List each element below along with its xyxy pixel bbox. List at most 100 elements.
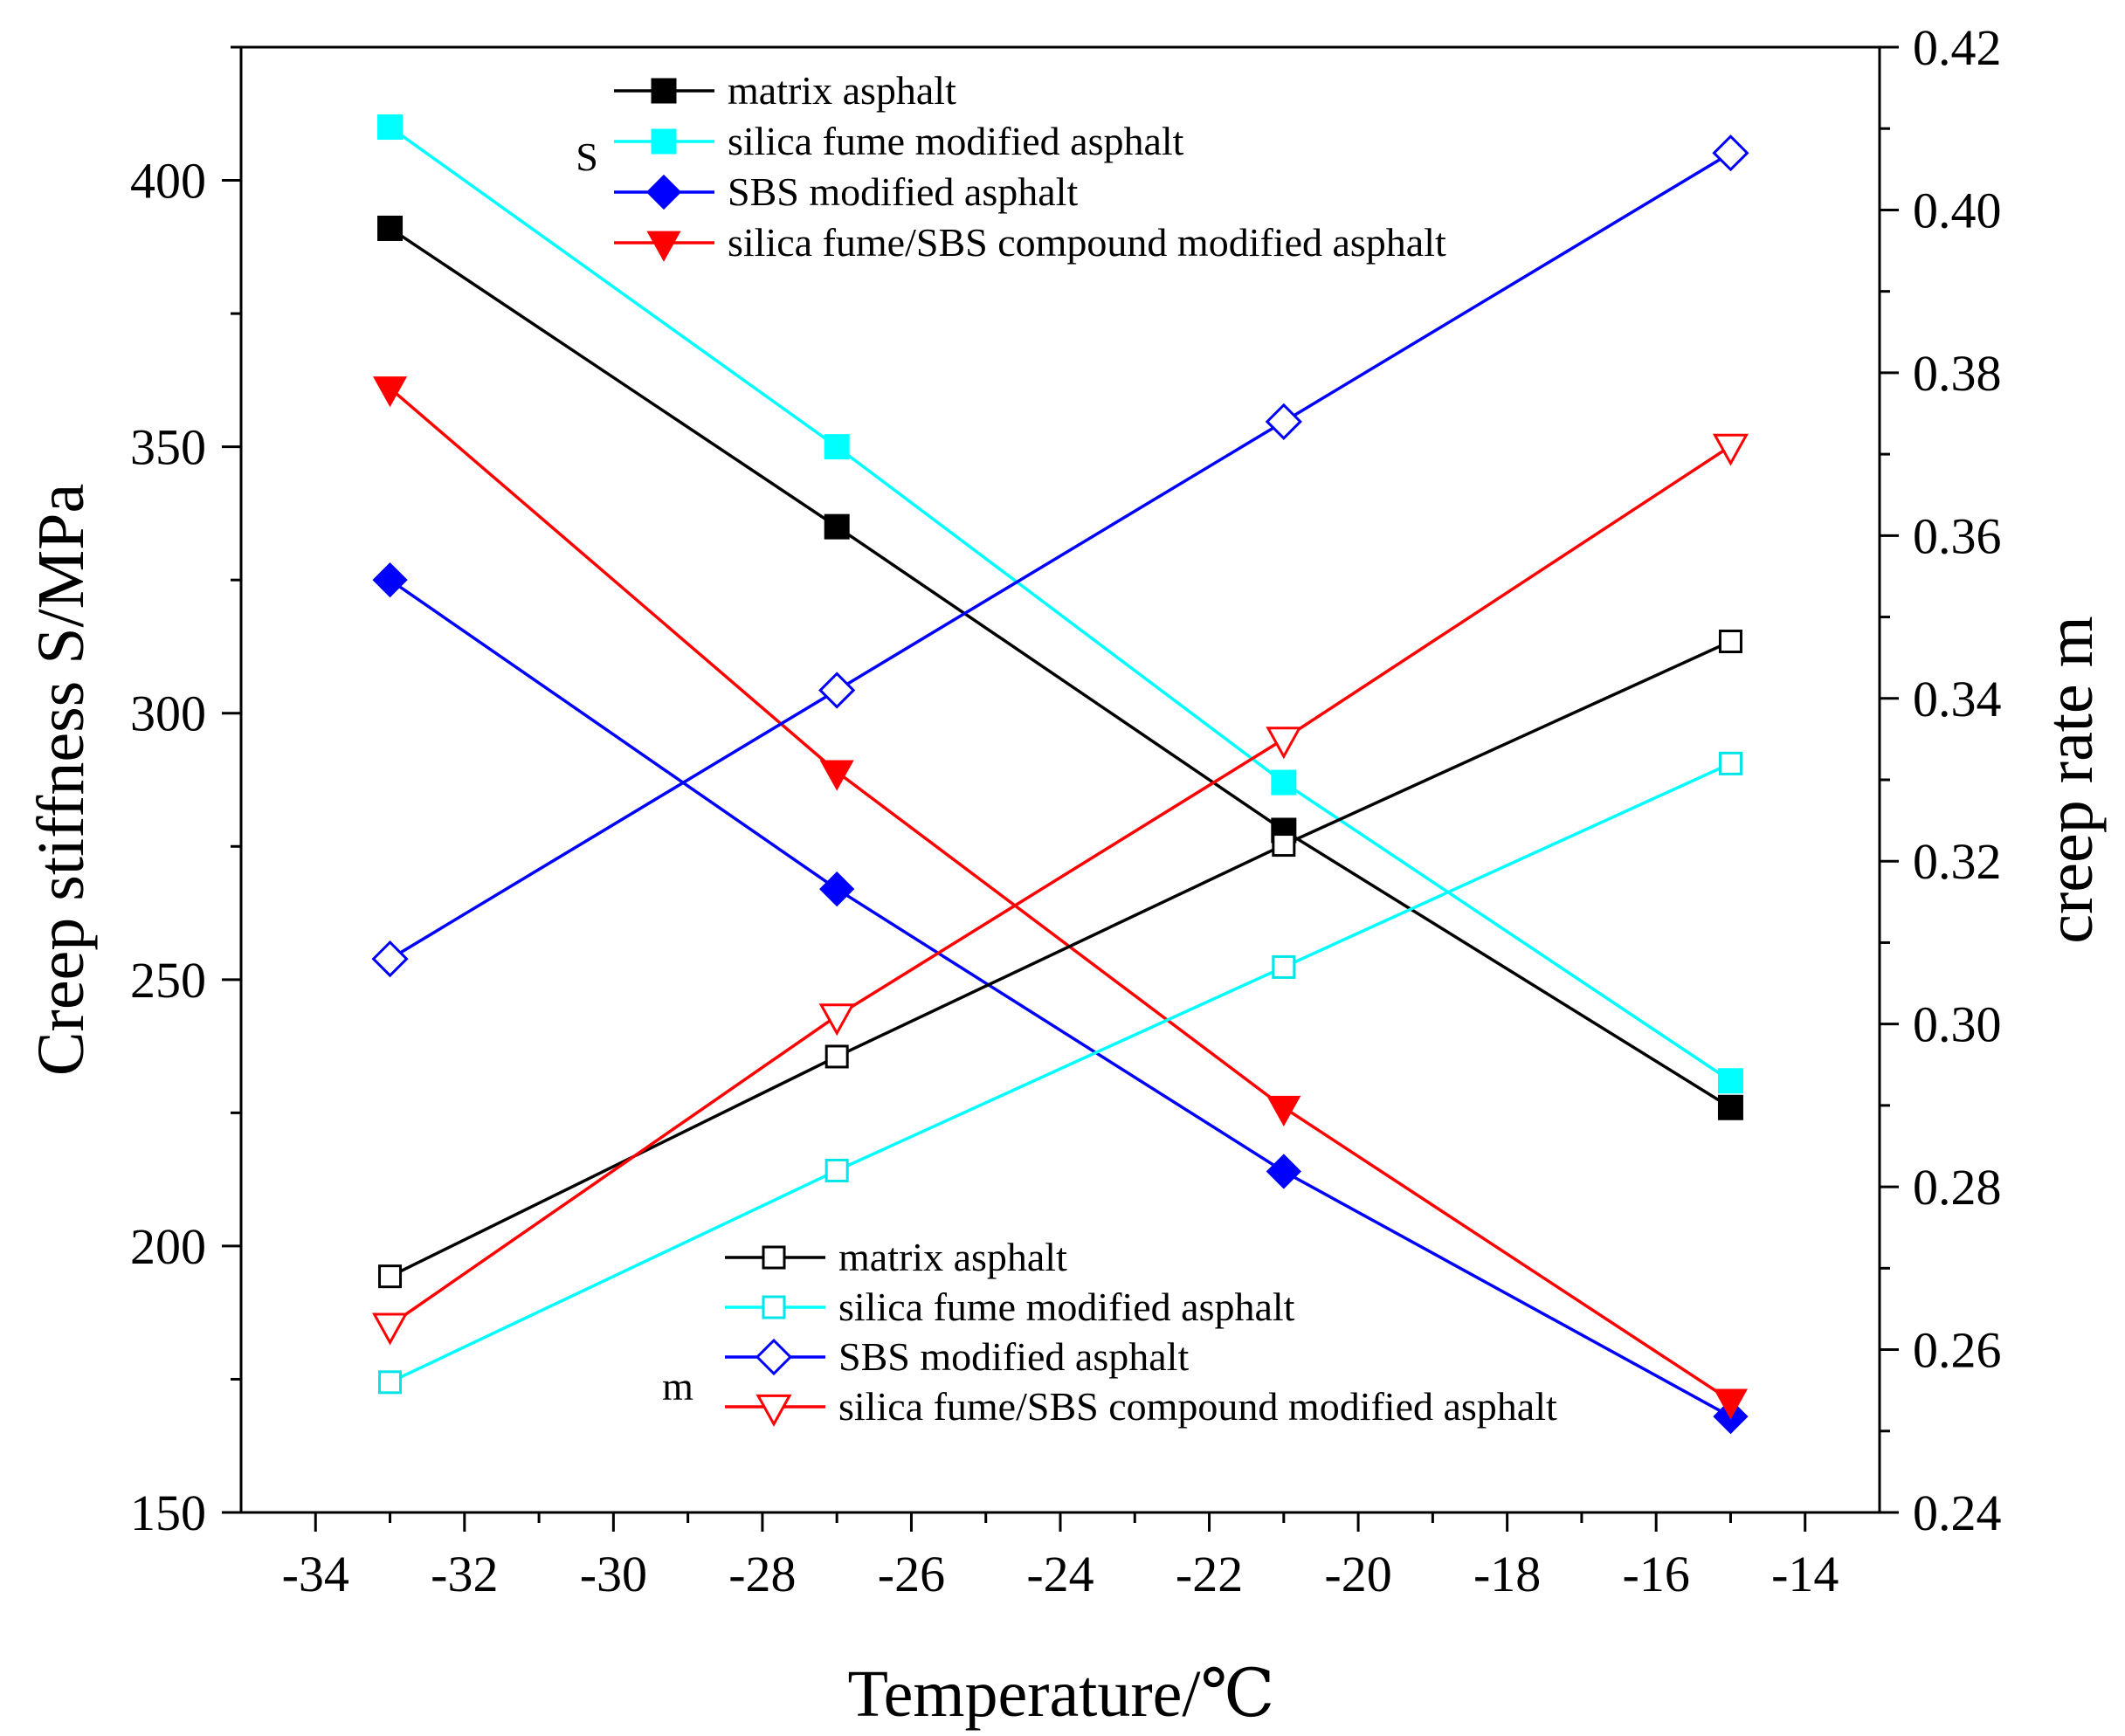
data-point	[824, 1158, 849, 1182]
legend-marker	[645, 174, 682, 210]
x-tick-label: -16	[1623, 1546, 1690, 1602]
legend-label: SBS modified asphalt	[728, 169, 1078, 214]
data-point	[1265, 403, 1302, 440]
legend-item: silica fume/SBS compound modified asphal…	[725, 1384, 1557, 1429]
series-S-1	[377, 114, 1743, 1094]
x-tick-label: -14	[1771, 1546, 1839, 1602]
y-right-tick-label: 0.28	[1913, 1159, 2002, 1216]
y-right-tick-label: 0.30	[1913, 996, 2002, 1053]
y-right-tick-label: 0.38	[1913, 345, 2002, 402]
legend-label: silica fume/SBS compound modified asphal…	[838, 1384, 1557, 1429]
legend-label: SBS modified asphalt	[838, 1334, 1189, 1379]
data-point	[818, 672, 856, 709]
data-point	[1266, 727, 1302, 760]
x-tick-label: -34	[282, 1546, 349, 1602]
legend-label: silica fume modified asphalt	[728, 119, 1184, 163]
data-point	[1713, 1388, 1749, 1420]
series-line	[389, 578, 1732, 1418]
series-line	[389, 151, 1732, 961]
legend-marker	[762, 1295, 786, 1319]
legend-label: silica fume/SBS compound modified asphal…	[728, 220, 1446, 265]
data-point	[819, 871, 855, 907]
data-point	[1272, 954, 1296, 979]
series-line	[389, 761, 1732, 1384]
legend-m: matrix asphalt silica fume modified aspha…	[725, 1235, 1557, 1429]
legend-marker	[762, 1245, 786, 1270]
y-left-tick-label: 150	[130, 1485, 206, 1541]
data-point	[1271, 769, 1297, 796]
legend-item: SBS modified asphalt	[614, 169, 1078, 214]
legend-marker	[651, 128, 677, 155]
series-line	[389, 387, 1732, 1402]
series-m-5	[378, 751, 1742, 1395]
y-left-tick-label: 300	[130, 685, 206, 742]
data-point	[1272, 833, 1296, 858]
data-point	[372, 562, 408, 598]
data-point	[824, 513, 850, 540]
data-point	[1712, 433, 1749, 466]
y-left-tick-label: 350	[130, 419, 206, 476]
legend-label: matrix asphalt	[838, 1235, 1067, 1279]
data-point	[824, 1044, 849, 1069]
series-line	[389, 444, 1732, 1327]
y-left-tick-label: 400	[130, 153, 206, 210]
x-tick-label: -26	[878, 1546, 945, 1602]
data-point	[1718, 630, 1742, 654]
legend-S: matrix asphalt silica fume modified aspha…	[614, 68, 1446, 265]
series-m-6	[371, 134, 1749, 978]
y-right-tick-label: 0.40	[1913, 182, 2002, 238]
data-point	[1718, 751, 1742, 775]
legend-marker	[646, 231, 681, 262]
y-right-tick-label: 0.24	[1913, 1485, 2002, 1541]
legend-item: silica fume modified asphalt	[725, 1285, 1295, 1329]
series-m-4	[378, 630, 1742, 1289]
data-point	[378, 1264, 403, 1289]
series-line	[389, 126, 1732, 1083]
legend-marker	[755, 1394, 792, 1427]
data-point	[1266, 1095, 1301, 1127]
x-tick-label: -22	[1176, 1546, 1243, 1602]
data-point	[371, 940, 409, 978]
data-point	[377, 215, 404, 241]
legend-item: matrix asphalt	[725, 1235, 1067, 1279]
y-right-tick-label: 0.36	[1913, 507, 2002, 564]
legend-marker	[651, 78, 677, 104]
legend-label: matrix asphalt	[728, 68, 956, 113]
series-line	[389, 639, 1732, 1278]
series-line	[389, 227, 1732, 1109]
legend-marker	[755, 1338, 793, 1376]
legend-S-tag: S	[576, 134, 598, 179]
x-tick-label: -24	[1026, 1546, 1094, 1602]
series-layer	[371, 114, 1749, 1435]
y-axis-left-title: Creep stiffness S/MPa	[24, 484, 98, 1076]
data-point	[1712, 134, 1749, 172]
data-point	[824, 434, 850, 460]
series-S-2	[372, 562, 1749, 1435]
y-axis-left: 150 200 250 300 350 400	[130, 45, 241, 1541]
legend-item: silica fume modified asphalt	[614, 119, 1184, 163]
x-axis-title: Temperature/℃	[847, 1657, 1274, 1731]
data-point	[1717, 1068, 1743, 1094]
data-point	[377, 114, 404, 141]
data-point	[819, 760, 854, 791]
data-point	[378, 1370, 403, 1395]
x-tick-label: -20	[1324, 1546, 1391, 1602]
y-axis-right-title: creep rate m	[2033, 616, 2107, 944]
legend-label: silica fume modified asphalt	[838, 1285, 1295, 1329]
data-point	[818, 1003, 855, 1037]
legend-item: SBS modified asphalt	[725, 1334, 1189, 1379]
legend-item: silica fume/SBS compound modified asphal…	[614, 220, 1446, 265]
x-tick-label: -30	[580, 1546, 647, 1602]
y-left-tick-label: 200	[130, 1218, 206, 1275]
data-point	[371, 1312, 409, 1346]
x-tick-label: -28	[728, 1546, 796, 1602]
data-point	[372, 376, 408, 408]
legend-item: matrix asphalt	[614, 68, 956, 113]
y-left-tick-label: 250	[130, 952, 206, 1009]
y-right-tick-label: 0.42	[1913, 19, 2002, 76]
legend-m-tag: m	[662, 1364, 693, 1409]
series-m-7	[371, 433, 1749, 1346]
y-right-tick-label: 0.32	[1913, 833, 2002, 890]
